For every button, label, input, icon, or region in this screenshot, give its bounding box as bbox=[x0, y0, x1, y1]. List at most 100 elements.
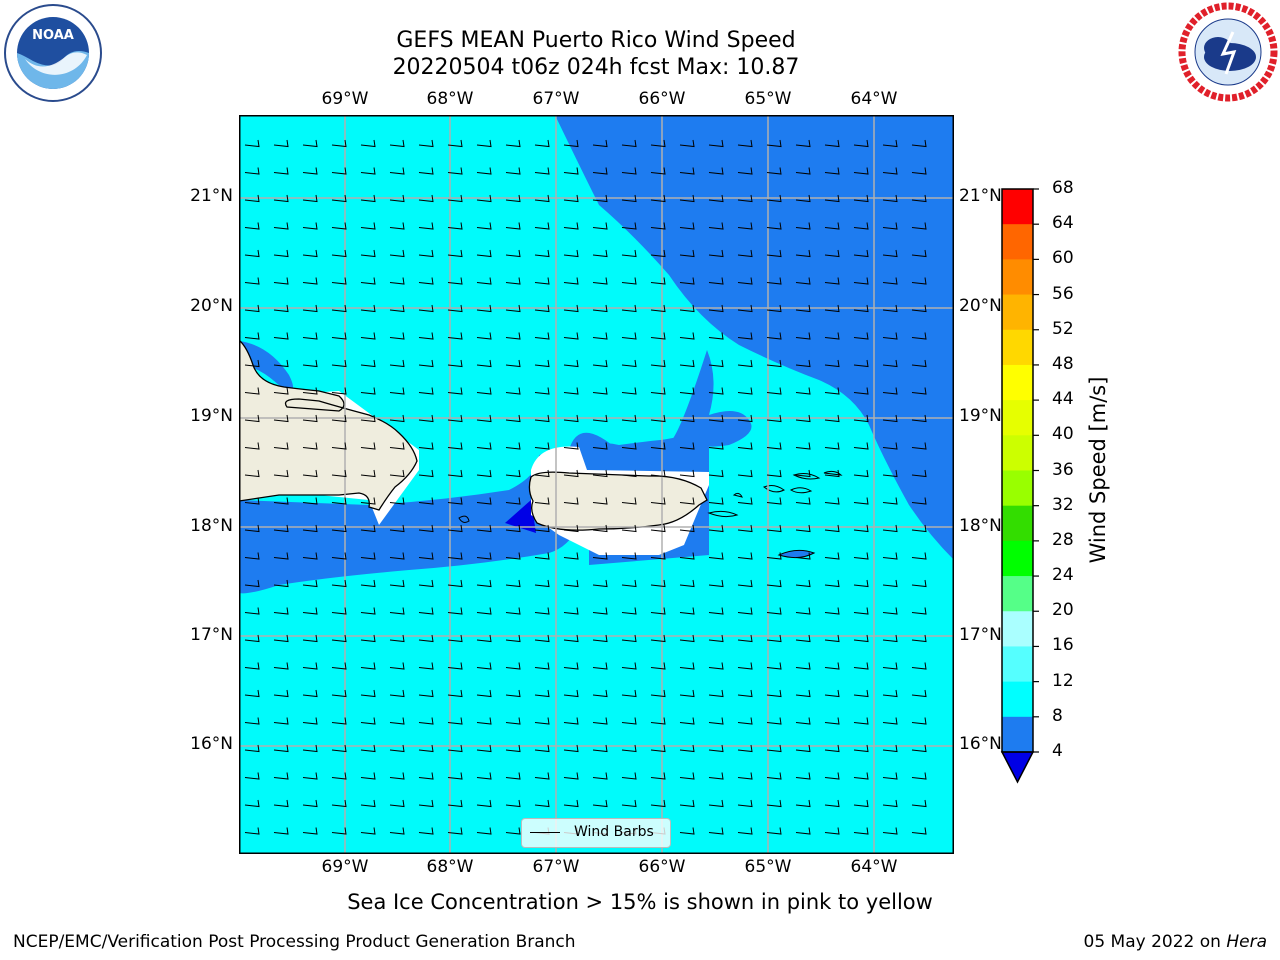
colorbar-cell bbox=[1002, 294, 1033, 331]
colorbar-tick-label: 40 bbox=[1052, 424, 1074, 445]
lat-label-left-19n: 19°N bbox=[190, 406, 233, 426]
wind-barb bbox=[563, 772, 579, 780]
wind-barb bbox=[650, 332, 666, 340]
wind-barb bbox=[534, 277, 550, 285]
wind-barb bbox=[766, 744, 782, 753]
wind-barb bbox=[824, 304, 840, 313]
wind-barb bbox=[795, 662, 811, 670]
wind-barb bbox=[476, 772, 492, 780]
colorbar-tick-label: 16 bbox=[1052, 635, 1074, 656]
colorbar-tick-label: 36 bbox=[1052, 459, 1074, 480]
wind-barb bbox=[592, 469, 608, 478]
wind-barb bbox=[331, 359, 347, 368]
wind-barb bbox=[331, 249, 347, 258]
wind-barb bbox=[621, 634, 637, 643]
wind-barb bbox=[911, 304, 927, 313]
wind-barb bbox=[302, 607, 318, 615]
wind-barb bbox=[302, 442, 318, 450]
wind-barb bbox=[592, 139, 608, 148]
wind-barb bbox=[476, 607, 492, 615]
wind-barb bbox=[505, 249, 521, 258]
wind-barb bbox=[679, 524, 695, 533]
wind-barb bbox=[389, 827, 405, 835]
wind-barb bbox=[737, 414, 753, 423]
wind-barb bbox=[302, 167, 318, 175]
wind-barb bbox=[853, 524, 869, 533]
wind-barb bbox=[331, 772, 347, 780]
wind-barb bbox=[563, 277, 579, 285]
wind-barb bbox=[360, 497, 376, 505]
wind-barb bbox=[824, 772, 840, 780]
wind-barb bbox=[273, 772, 289, 780]
wind-barb bbox=[824, 442, 840, 450]
wind-barb bbox=[766, 469, 782, 478]
wind-barb bbox=[621, 717, 637, 725]
wind-barb bbox=[447, 689, 463, 698]
wind-barb bbox=[650, 222, 666, 230]
wind-barb bbox=[766, 194, 782, 203]
wind-barb bbox=[418, 827, 434, 835]
wind-barb bbox=[476, 249, 492, 258]
wind-barb bbox=[389, 579, 405, 588]
colorbar-cell bbox=[1002, 224, 1033, 260]
lat-label-right-18n: 18°N bbox=[959, 516, 1002, 536]
colorbar-tick-label: 48 bbox=[1052, 353, 1074, 374]
wind-barb bbox=[273, 607, 289, 615]
wind-barb bbox=[476, 524, 492, 533]
footer-date: 05 May 2022 on Hera bbox=[1084, 932, 1268, 952]
wind-barb bbox=[911, 579, 927, 588]
wind-barb bbox=[418, 469, 434, 478]
wind-barb bbox=[882, 827, 898, 835]
map-gridlines bbox=[239, 115, 954, 854]
wind-barb bbox=[882, 442, 898, 450]
wind-barb bbox=[302, 332, 318, 340]
wind-barb bbox=[621, 167, 637, 175]
wind-barb bbox=[795, 579, 811, 588]
wind-barb bbox=[447, 222, 463, 230]
wind-band-below-4 bbox=[505, 500, 536, 533]
wind-barb bbox=[795, 497, 811, 505]
wind-barb bbox=[476, 634, 492, 643]
wind-barb bbox=[592, 772, 608, 780]
wind-barb bbox=[534, 332, 550, 340]
wind-barb bbox=[505, 304, 521, 313]
wind-barb bbox=[360, 579, 376, 588]
wind-barb bbox=[679, 662, 695, 670]
lon-label-bottom-66w: 66°W bbox=[638, 857, 686, 877]
wind-barb bbox=[389, 662, 405, 670]
wind-barb bbox=[882, 552, 898, 560]
wind-barb bbox=[389, 469, 405, 478]
wind-barb bbox=[302, 387, 318, 395]
wind-barb bbox=[795, 469, 811, 478]
wind-barb bbox=[447, 552, 463, 560]
wind-barb bbox=[447, 827, 463, 835]
wind-barb bbox=[302, 552, 318, 560]
wind-barb bbox=[766, 414, 782, 423]
wind-barb bbox=[505, 277, 521, 285]
wind-barb bbox=[853, 387, 869, 395]
wind-barb bbox=[824, 634, 840, 643]
wind-barb bbox=[418, 304, 434, 313]
wind-barb bbox=[911, 387, 927, 395]
wind-barb bbox=[360, 359, 376, 368]
wind-barb-legend-line bbox=[530, 832, 560, 833]
wind-barb bbox=[737, 662, 753, 670]
wind-barb bbox=[592, 359, 608, 368]
wind-barb bbox=[882, 277, 898, 285]
wind-barb bbox=[331, 744, 347, 753]
wind-barb bbox=[592, 662, 608, 670]
colorbar-tick-label: 56 bbox=[1052, 283, 1074, 304]
wind-barb bbox=[418, 332, 434, 340]
wind-barb bbox=[534, 524, 550, 533]
wind-barb bbox=[708, 167, 724, 175]
wind-barb bbox=[505, 744, 521, 753]
wind-barb bbox=[621, 442, 637, 450]
wind-barb bbox=[621, 139, 637, 148]
wind-barb bbox=[476, 717, 492, 725]
wind-barb bbox=[592, 634, 608, 643]
wind-barb bbox=[244, 524, 260, 533]
lon-label-bottom-68w: 68°W bbox=[426, 857, 474, 877]
wind-barb bbox=[302, 772, 318, 780]
wind-barb bbox=[418, 387, 434, 395]
wind-barb bbox=[708, 744, 724, 753]
